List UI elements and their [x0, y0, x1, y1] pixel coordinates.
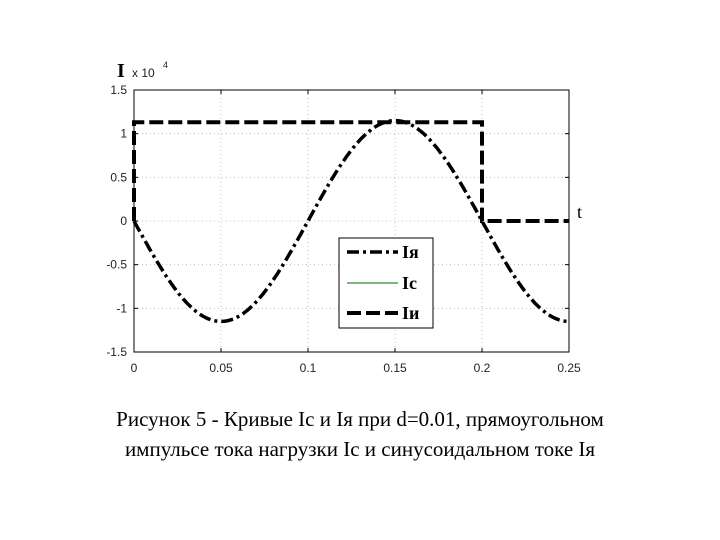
legend-label-ic: Ic — [402, 273, 417, 293]
x-tick-label: 0.1 — [300, 361, 317, 375]
caption-line-2: импульсе тока нагрузки Ic и синусоидальн… — [124, 437, 596, 461]
series-layer — [132, 118, 570, 324]
y-tick-label: -1.5 — [106, 345, 127, 359]
x-axis-label: t — [577, 202, 582, 222]
series-ii-line — [132, 120, 569, 223]
x-ticks: 0 0.05 0.1 0.15 0.2 0.25 — [131, 90, 581, 375]
legend-label-iya: Iя — [402, 242, 419, 262]
y-ticks: 1.5 1 0.5 0 -0.5 -1 -1.5 — [106, 83, 569, 359]
legend-label-ii: Iи — [402, 303, 419, 323]
x-tick-label: 0.15 — [383, 361, 407, 375]
y-axis-label: I — [117, 60, 125, 82]
figure-caption: Рисунок 5 - Кривые Ic и Iя при d=0.01, п… — [20, 404, 700, 464]
caption-line-1: Рисунок 5 - Кривые Ic и Iя при d=0.01, п… — [116, 407, 604, 431]
y-tick-label: -1 — [116, 301, 127, 315]
series-iya-line — [132, 118, 570, 324]
chart: 1.5 1 0.5 0 -0.5 -1 -1.5 0 0.05 0.1 0.15 0.2 0.25 I… — [106, 60, 582, 375]
x-tick-label: 0.05 — [209, 361, 233, 375]
y-tick-label: 1 — [120, 127, 127, 141]
legend: Iя Ic Iи — [338, 237, 434, 329]
y-scale-exponent: 4 — [163, 60, 168, 70]
x-tick-label: 0 — [131, 361, 138, 375]
y-tick-label: -0.5 — [106, 258, 127, 272]
y-tick-label: 0.5 — [110, 170, 127, 184]
x-tick-label: 0.2 — [474, 361, 491, 375]
y-scale-label: x 10 — [132, 66, 155, 80]
x-tick-label: 0.25 — [557, 361, 581, 375]
y-tick-label: 0 — [120, 214, 127, 228]
y-tick-label: 1.5 — [110, 83, 127, 97]
